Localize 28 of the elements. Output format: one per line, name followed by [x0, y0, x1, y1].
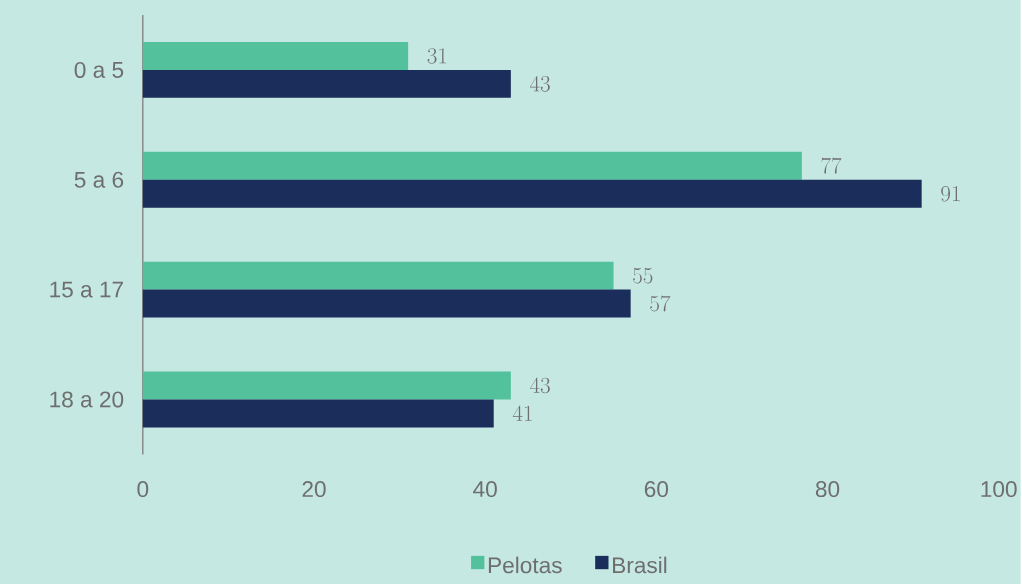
x-tick-label: 0: [137, 480, 149, 497]
x-tick-label: 40: [473, 480, 497, 497]
bar: [142, 371, 511, 400]
legend-label: Brasil: [613, 556, 667, 574]
bar: [142, 41, 409, 70]
x-tick-label: 80: [815, 480, 840, 497]
y-tick-label: 15 a 17: [50, 281, 123, 298]
bar: [142, 179, 922, 208]
data-label: 55: [633, 267, 653, 284]
x-tick-label: 20: [302, 480, 326, 497]
data-label: 57: [650, 295, 671, 312]
y-tick-label: 0 a 5: [74, 61, 124, 78]
x-tick-label: 60: [644, 480, 669, 497]
bar: [142, 289, 631, 318]
bar: [142, 151, 802, 180]
data-label: 77: [821, 157, 842, 174]
data-label: 91: [941, 185, 960, 202]
data-label: 41: [512, 405, 532, 421]
bar: [142, 69, 511, 98]
data-label: 31: [427, 48, 447, 64]
legend-label: Pelotas: [488, 556, 562, 574]
data-label: 43: [529, 75, 550, 92]
bar: [142, 399, 494, 428]
data-label: 43: [529, 377, 550, 394]
y-tick-label: 5 a 6: [74, 171, 124, 188]
y-tick-label: 18 a 20: [50, 391, 124, 408]
x-tick-label: 100: [981, 480, 1017, 497]
bar: [142, 261, 614, 290]
